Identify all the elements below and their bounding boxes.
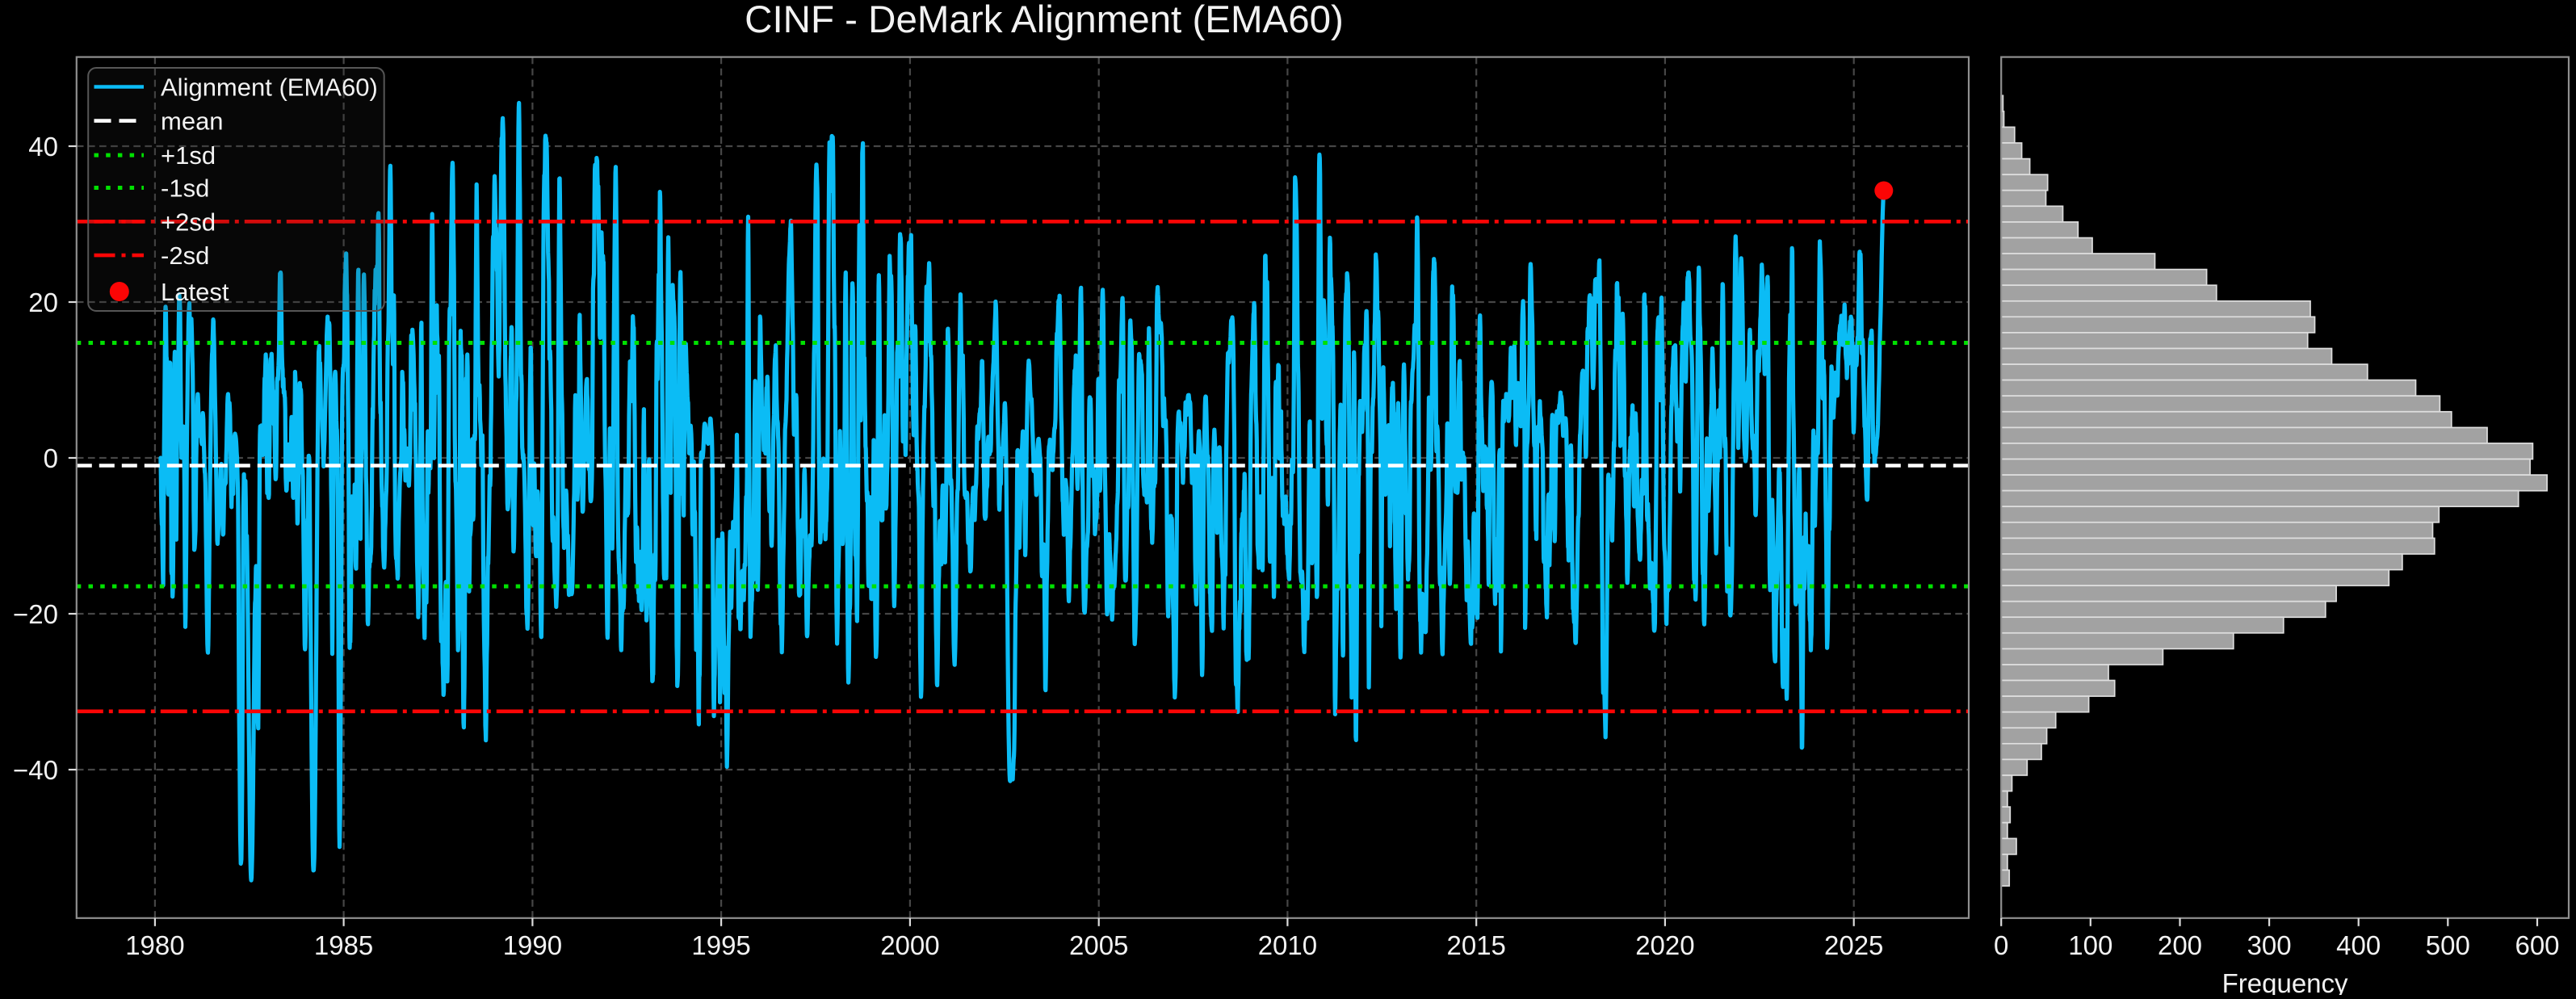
- svg-text:1985: 1985: [314, 930, 373, 960]
- svg-text:+1sd: +1sd: [161, 141, 216, 170]
- svg-text:mean: mean: [161, 107, 224, 136]
- svg-text:500: 500: [2426, 930, 2470, 960]
- svg-text:Latest: Latest: [161, 278, 229, 306]
- svg-text:Alignment (EMA60): Alignment (EMA60): [161, 73, 378, 102]
- svg-text:1995: 1995: [691, 930, 750, 960]
- svg-text:0: 0: [1994, 930, 2008, 960]
- svg-text:2025: 2025: [1824, 930, 1883, 960]
- svg-text:2000: 2000: [880, 930, 939, 960]
- svg-text:-1sd: -1sd: [161, 174, 209, 203]
- svg-text:−40: −40: [13, 755, 58, 785]
- svg-text:100: 100: [2068, 930, 2112, 960]
- svg-text:600: 600: [2515, 930, 2559, 960]
- svg-text:0: 0: [44, 443, 58, 473]
- svg-text:40: 40: [28, 132, 58, 162]
- svg-text:-2sd: -2sd: [161, 241, 209, 270]
- svg-text:200: 200: [2158, 930, 2202, 960]
- svg-text:−20: −20: [13, 599, 58, 629]
- svg-text:20: 20: [28, 288, 58, 317]
- svg-text:2010: 2010: [1258, 930, 1317, 960]
- svg-text:CINF - DeMark Alignment (EMA60: CINF - DeMark Alignment (EMA60): [745, 0, 1344, 41]
- svg-text:2020: 2020: [1635, 930, 1694, 960]
- svg-text:400: 400: [2336, 930, 2381, 960]
- svg-text:2015: 2015: [1446, 930, 1505, 960]
- svg-text:+2sd: +2sd: [161, 208, 216, 236]
- svg-text:1990: 1990: [503, 930, 562, 960]
- svg-text:2005: 2005: [1069, 930, 1128, 960]
- svg-text:Frequency: Frequency: [2222, 968, 2348, 995]
- svg-text:1980: 1980: [125, 930, 184, 960]
- svg-text:300: 300: [2247, 930, 2292, 960]
